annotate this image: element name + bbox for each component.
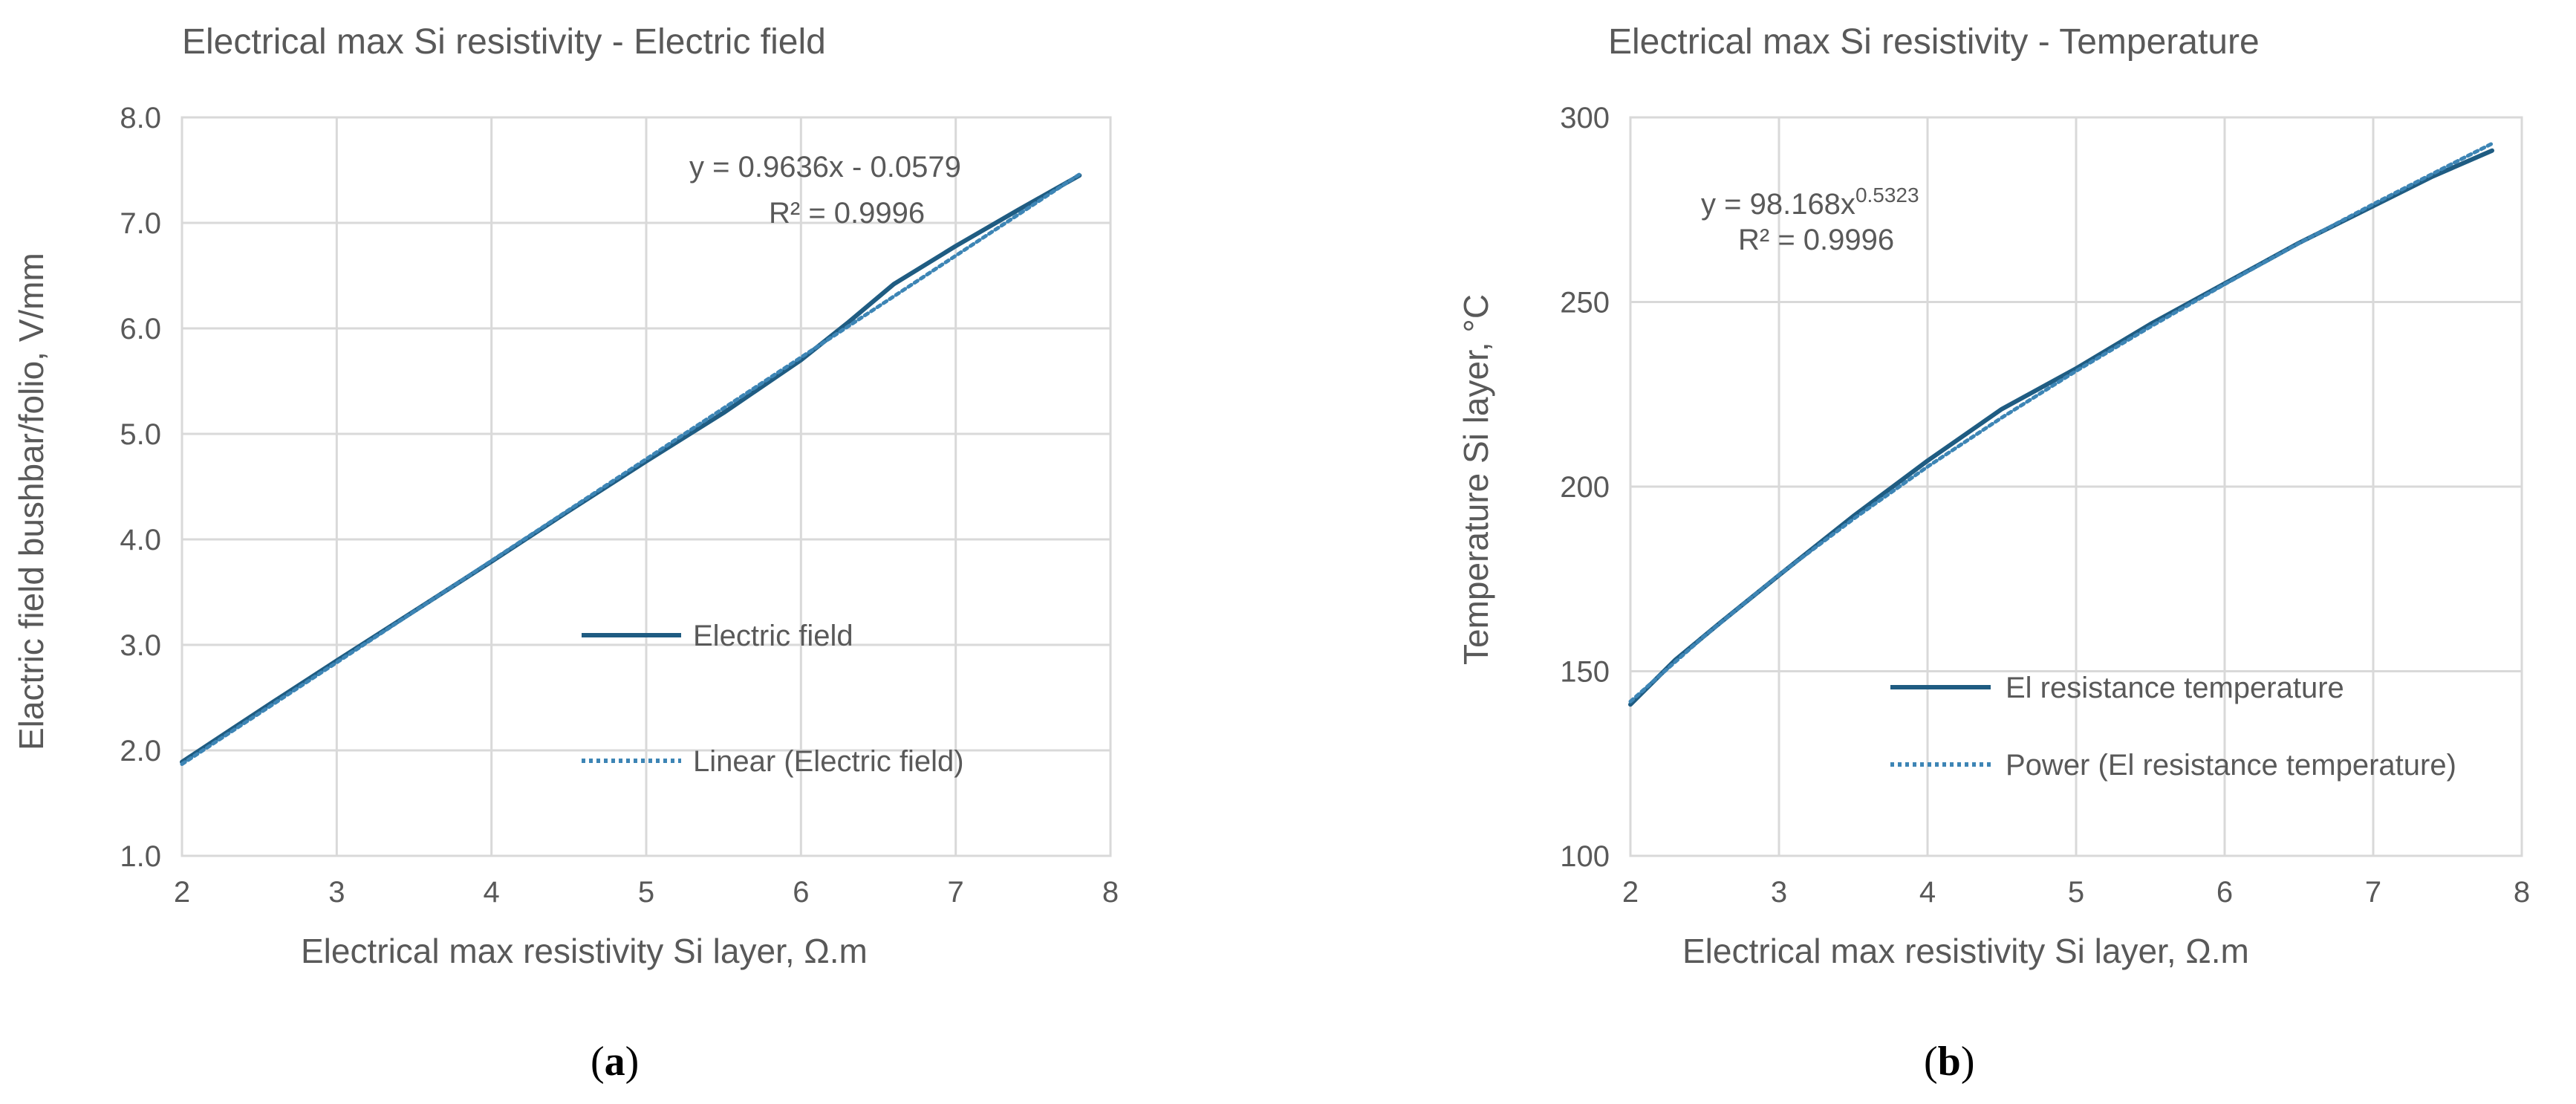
x-tick-label: 5 [2068, 876, 2084, 909]
x-tick-label: 3 [1771, 876, 1787, 909]
legend-label-power-trendline: Power (El resistance temperature) [2006, 749, 2456, 782]
chart-panel-a: Electrical max Si resistivity - Electric… [12, 22, 1119, 1085]
y-axis-title: Elactric field bushbar/folio, V/mm [12, 253, 51, 750]
y-axis-title: Temperature Si layer, °C [1457, 294, 1495, 665]
equation-base: y = 98.168x [1701, 188, 1855, 221]
y-tick-label: 7.0 [120, 207, 161, 240]
trendline [1628, 141, 2494, 704]
chart-panel-b: Electrical max Si resistivity - Temperat… [1457, 22, 2530, 1085]
trendline [180, 172, 1082, 766]
chart-title: Electrical max Si resistivity - Temperat… [1608, 22, 2260, 62]
gridlines [180, 116, 1112, 857]
r-squared-label: R² = 0.9996 [1738, 224, 1894, 256]
y-tick-label: 2.0 [120, 735, 161, 767]
x-tick-label: 4 [1919, 876, 1936, 909]
y-tick-label: 300 [1560, 102, 1610, 134]
x-tick-label: 5 [638, 876, 654, 909]
x-tick-label: 4 [484, 876, 500, 909]
y-tick-label: 1.0 [120, 840, 161, 873]
legend: Electric field Linear (Electric field) [582, 620, 964, 778]
x-axis-title: Electrical max resistivity Si layer, Ω.m [1682, 932, 2249, 970]
legend-label-electric-field: Electric field [693, 620, 853, 652]
x-tick-labels: 2 3 4 5 6 7 8 [1622, 876, 2530, 909]
gridlines [1629, 116, 2523, 857]
y-tick-label: 6.0 [120, 313, 161, 345]
x-axis-title: Electrical max resistivity Si layer, Ω.m [301, 932, 868, 970]
y-tick-label: 250 [1560, 287, 1610, 319]
chart-title: Electrical max Si resistivity - Electric… [182, 22, 826, 62]
x-tick-label: 6 [2216, 876, 2233, 909]
x-tick-label: 8 [1102, 876, 1119, 909]
y-tick-label: 3.0 [120, 629, 161, 662]
x-tick-label: 3 [328, 876, 345, 909]
series-group [180, 172, 1082, 766]
panel-label-a: (a) [591, 1039, 639, 1085]
x-tick-label: 7 [2365, 876, 2381, 909]
y-tick-labels: 100 150 200 250 300 [1560, 102, 1610, 873]
x-tick-label: 7 [948, 876, 964, 909]
y-tick-label: 5.0 [120, 418, 161, 451]
y-tick-label: 100 [1560, 840, 1610, 873]
legend-label-linear-trendline: Linear (Electric field) [693, 745, 964, 778]
panel-label-b: (b) [1924, 1039, 1974, 1085]
x-tick-label: 8 [2514, 876, 2530, 909]
y-tick-label: 150 [1560, 656, 1610, 689]
legend: El resistance temperature Power (El resi… [1890, 672, 2456, 782]
x-tick-labels: 2 3 4 5 6 7 8 [174, 876, 1119, 909]
trendline-equation: y = 0.9636x - 0.0579 [689, 151, 961, 184]
y-tick-label: 200 [1560, 471, 1610, 504]
r-squared-label: R² = 0.9996 [769, 197, 925, 230]
trendline-equation: y = 98.168x0.5323 [1701, 184, 1919, 221]
x-tick-label: 6 [793, 876, 809, 909]
x-tick-label: 2 [1622, 876, 1639, 909]
y-tick-label: 8.0 [120, 102, 161, 134]
x-tick-label: 2 [174, 876, 190, 909]
equation-exponent: 0.5323 [1855, 184, 1919, 207]
series-group [1628, 141, 2494, 707]
y-tick-label: 4.0 [120, 524, 161, 556]
legend-label-el-resistance-temperature: El resistance temperature [2006, 672, 2344, 704]
y-tick-labels: 1.0 2.0 3.0 4.0 5.0 6.0 7.0 8.0 [120, 102, 161, 873]
